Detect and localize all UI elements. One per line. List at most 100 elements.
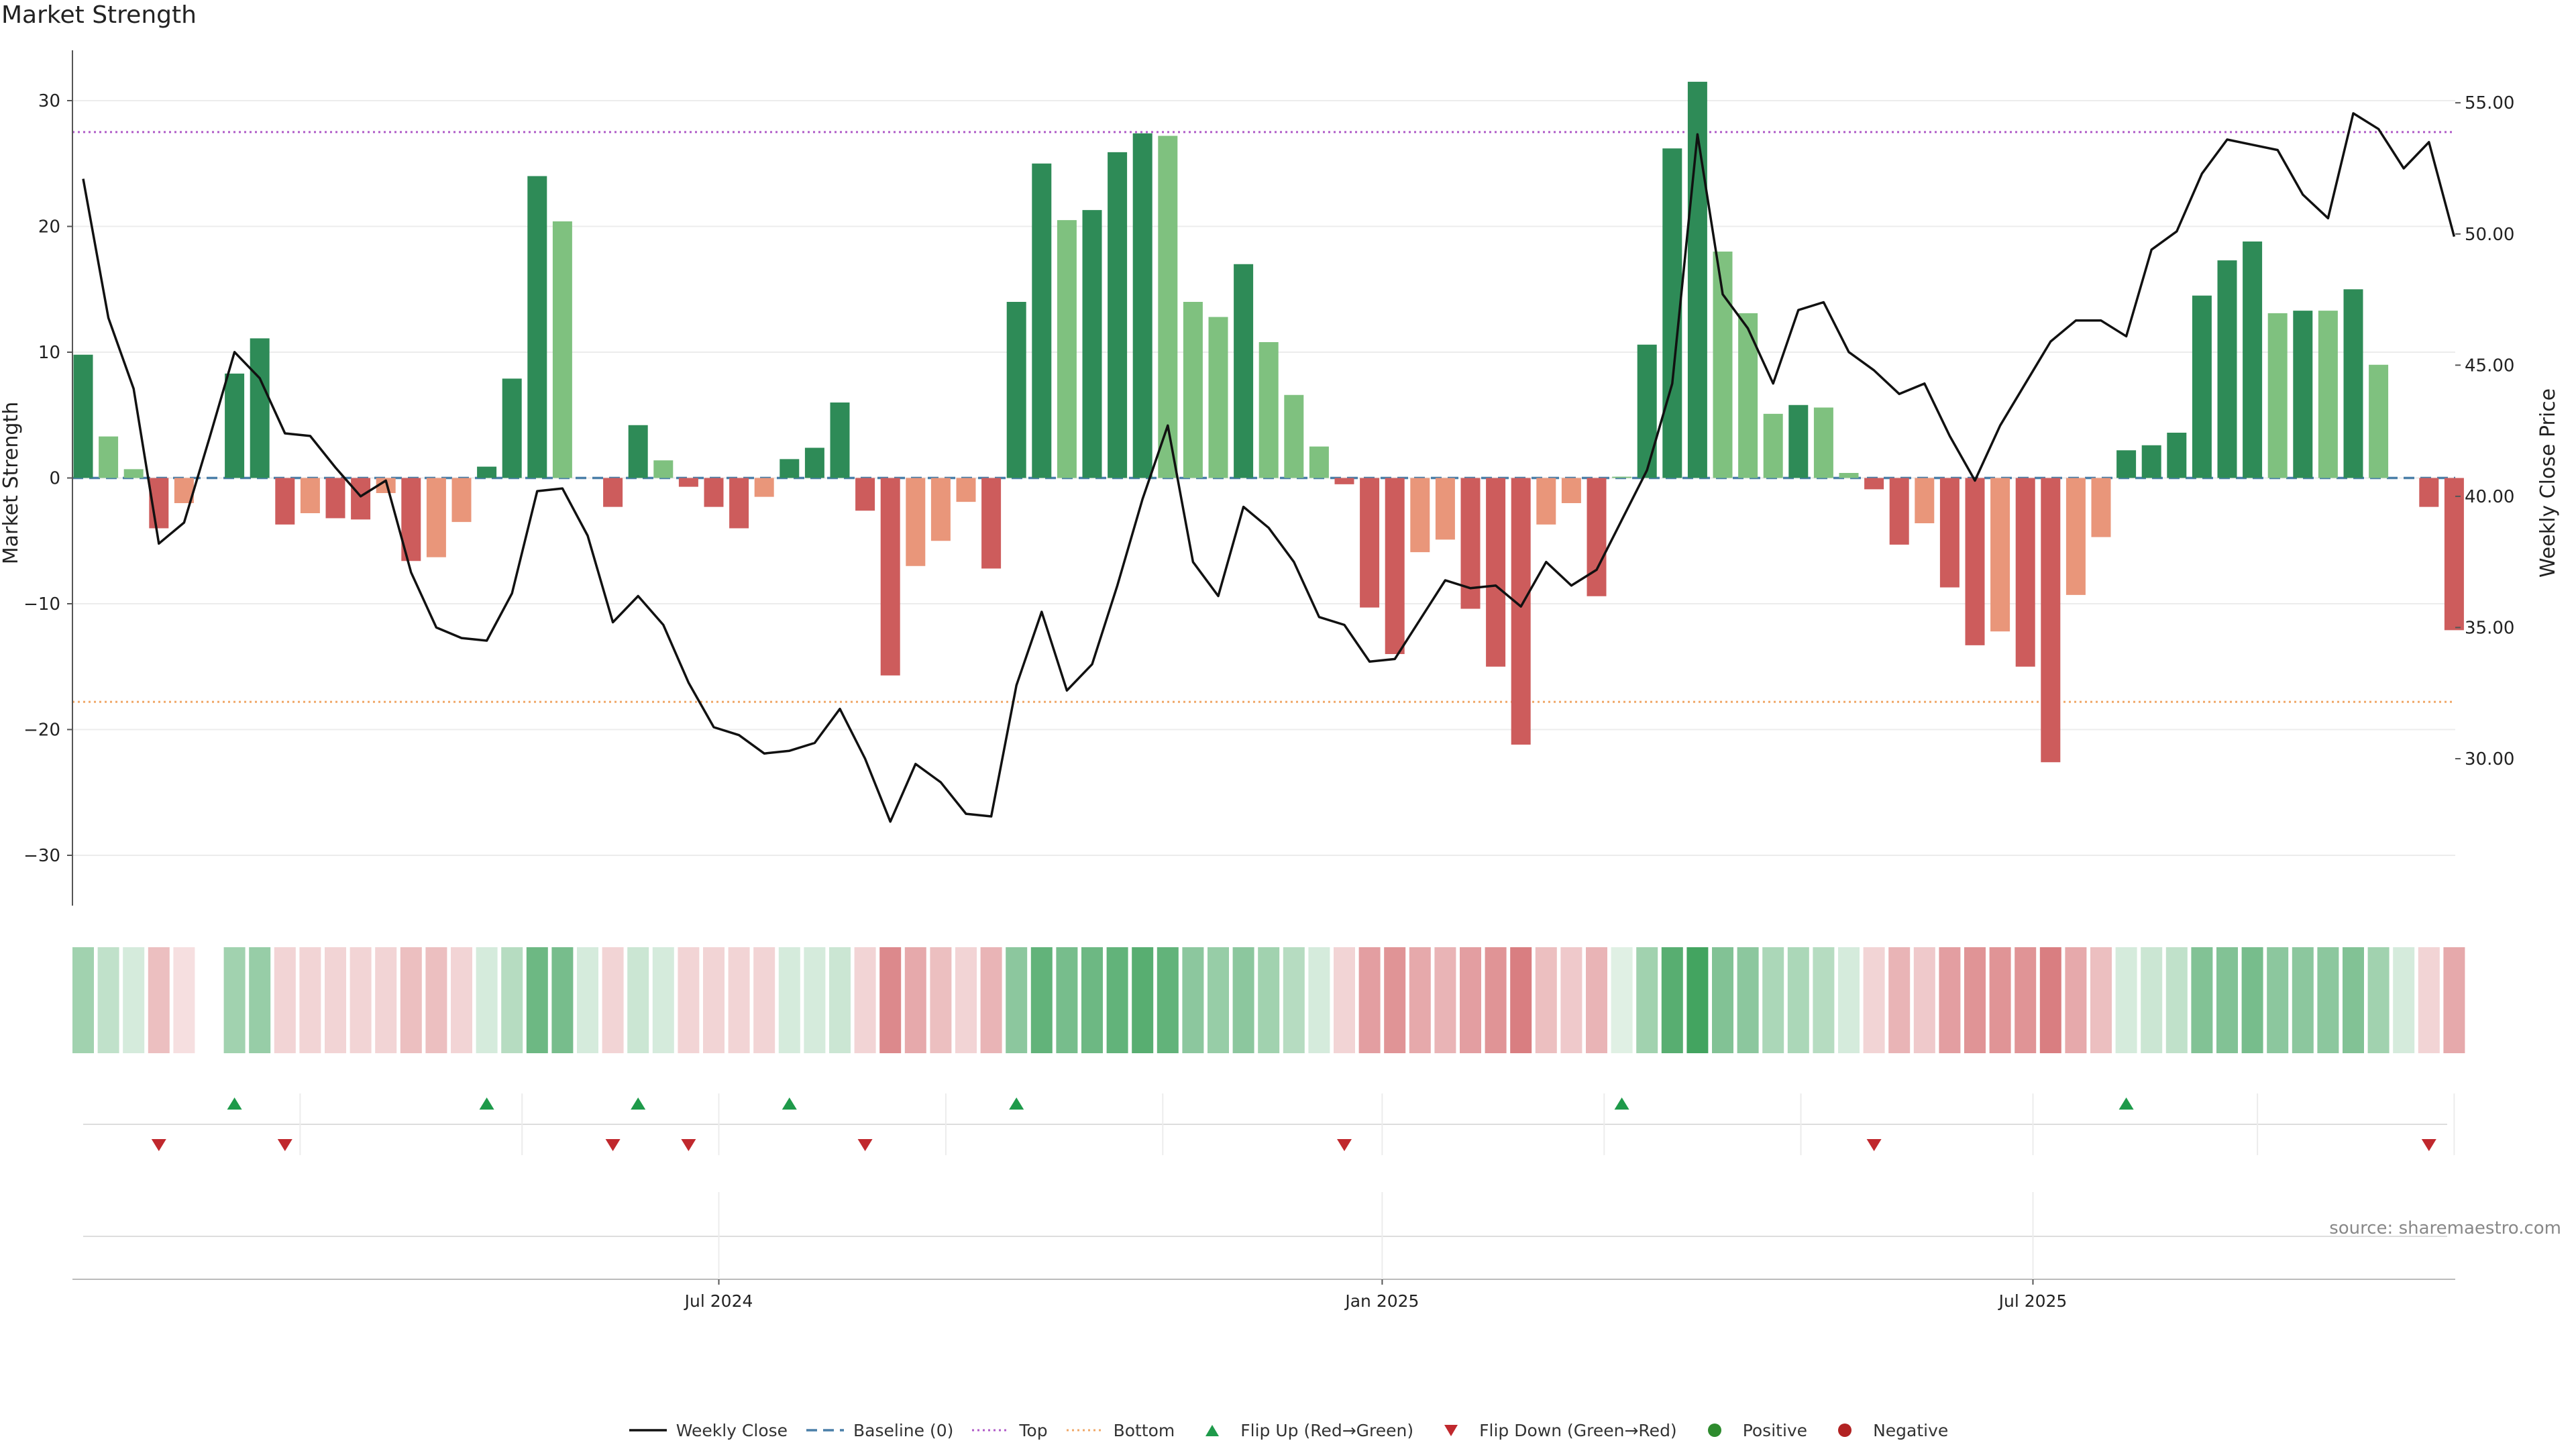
flip-down-icon bbox=[605, 1139, 621, 1151]
heatmap-cell bbox=[2090, 947, 2112, 1053]
heatmap-cell bbox=[1384, 947, 1406, 1053]
y-tick-label: −10 bbox=[23, 594, 60, 614]
heatmap-cell bbox=[804, 947, 826, 1053]
heatmap-cell bbox=[375, 947, 397, 1053]
heatmap-cell bbox=[173, 947, 195, 1053]
heatmap-cell bbox=[1030, 947, 1053, 1053]
heatmap-cell bbox=[249, 947, 271, 1053]
legend-label: Baseline (0) bbox=[853, 1420, 954, 1440]
flip-down-icon bbox=[1337, 1139, 1352, 1151]
strength-bar bbox=[1839, 473, 1859, 478]
flip-up-icon bbox=[631, 1097, 646, 1110]
strength-bar bbox=[855, 478, 875, 511]
heatmap-cell bbox=[1081, 947, 1103, 1053]
heatmap-cell bbox=[1434, 947, 1456, 1053]
heatmap-cell bbox=[652, 947, 674, 1053]
heatmap-cell bbox=[325, 947, 346, 1053]
heatmap-cell bbox=[2216, 947, 2238, 1053]
flip-down-icon bbox=[277, 1139, 292, 1151]
legend-swatch-icon bbox=[1066, 1429, 1104, 1432]
heatmap-cell bbox=[1409, 947, 1431, 1053]
strength-bar bbox=[830, 402, 850, 478]
strength-bar bbox=[300, 478, 320, 513]
strength-bars bbox=[73, 81, 2464, 763]
strength-bar bbox=[1915, 478, 1935, 523]
heatmap-cell bbox=[627, 947, 649, 1053]
heatmap-cell bbox=[2292, 947, 2314, 1053]
legend-label: Negative bbox=[1873, 1420, 1949, 1440]
strength-bar bbox=[780, 459, 800, 478]
heatmap-cell bbox=[1611, 947, 1633, 1053]
strength-bar bbox=[2041, 478, 2061, 763]
strength-bar bbox=[1360, 478, 1380, 608]
heatmap-cell bbox=[2065, 947, 2087, 1053]
strength-bar bbox=[477, 466, 497, 478]
heatmap-cell bbox=[1787, 947, 1809, 1053]
x-tick-label: Jan 2025 bbox=[1344, 1291, 1419, 1311]
heatmap-cell bbox=[2115, 947, 2137, 1053]
strength-bar bbox=[325, 478, 345, 519]
heatmap-cell bbox=[1510, 947, 1532, 1053]
heatmap-cell bbox=[678, 947, 700, 1053]
strength-bar bbox=[678, 478, 698, 487]
heatmap-cell bbox=[1460, 947, 1481, 1053]
legend-label: Top bbox=[1019, 1420, 1048, 1440]
heatmap-cell bbox=[904, 947, 926, 1053]
heatmap-cell bbox=[1106, 947, 1128, 1053]
strength-bar bbox=[2243, 241, 2263, 478]
strength-bar bbox=[426, 478, 446, 557]
strength-bar bbox=[1032, 163, 1052, 478]
strength-bar bbox=[1939, 478, 1960, 588]
heatmap-cell bbox=[551, 947, 574, 1053]
strength-bar bbox=[376, 478, 396, 493]
heatmap-cell bbox=[1132, 947, 1154, 1053]
strength-bar bbox=[1258, 342, 1279, 478]
heatmap-cell bbox=[602, 947, 624, 1053]
weekly-close-line bbox=[82, 112, 2456, 823]
heatmap-cell bbox=[501, 947, 523, 1053]
heatmap-cell bbox=[577, 947, 598, 1053]
strength-bar bbox=[1990, 478, 2010, 632]
x-tick-label: Jul 2024 bbox=[684, 1291, 753, 1311]
heatmap-cell bbox=[526, 947, 548, 1053]
strength-bar bbox=[1486, 478, 1506, 667]
heatmap-cell bbox=[1208, 947, 1229, 1053]
y-tick-label: 30 bbox=[38, 91, 60, 111]
legend-swatch-icon bbox=[1444, 1425, 1458, 1436]
source-note: source: sharemaestro.com bbox=[2329, 1218, 2561, 1238]
strength-bar bbox=[2343, 289, 2363, 478]
strength-bar bbox=[1864, 478, 1884, 490]
flip-up-icon bbox=[782, 1097, 797, 1110]
heatmap-cell bbox=[1838, 947, 1860, 1053]
heatmap-cell bbox=[1182, 947, 1204, 1053]
strength-bar bbox=[1435, 478, 1455, 540]
heatmap-cell bbox=[980, 947, 1002, 1053]
y-tick-label: 10 bbox=[38, 343, 60, 363]
heatmap-cell bbox=[1535, 947, 1557, 1053]
flip-down-icon bbox=[681, 1139, 696, 1151]
chart-title: Market Strength bbox=[1, 1, 197, 29]
flip-down-icon bbox=[151, 1139, 166, 1151]
heatmap-cell bbox=[2367, 947, 2390, 1053]
strength-bar bbox=[123, 469, 144, 478]
strength-bar bbox=[1561, 478, 1581, 503]
legend-swatch-icon bbox=[972, 1429, 1010, 1432]
strength-bar bbox=[1158, 136, 1178, 478]
heatmap-cell bbox=[1661, 947, 1683, 1053]
strength-bar bbox=[552, 221, 572, 478]
flip-up-icon bbox=[479, 1097, 494, 1110]
y-axis-label: Market Strength bbox=[0, 402, 23, 564]
heatmap-cell bbox=[1964, 947, 1986, 1053]
heatmap-cell bbox=[1006, 947, 1028, 1053]
legend-item: Flip Down (Green→Red) bbox=[1431, 1421, 1677, 1440]
heatmap-cell bbox=[1157, 947, 1179, 1053]
strength-heatmap bbox=[72, 947, 2465, 1053]
strength-bar bbox=[1511, 478, 1531, 745]
heatmap-cell bbox=[350, 947, 372, 1053]
heatmap-cell bbox=[955, 947, 977, 1053]
strength-bar bbox=[1057, 220, 1077, 478]
y2-axis-label: Weekly Close Price bbox=[2536, 388, 2560, 578]
heatmap-cell bbox=[299, 947, 321, 1053]
heatmap-cell bbox=[1636, 947, 1658, 1053]
strength-bar bbox=[981, 478, 1002, 569]
